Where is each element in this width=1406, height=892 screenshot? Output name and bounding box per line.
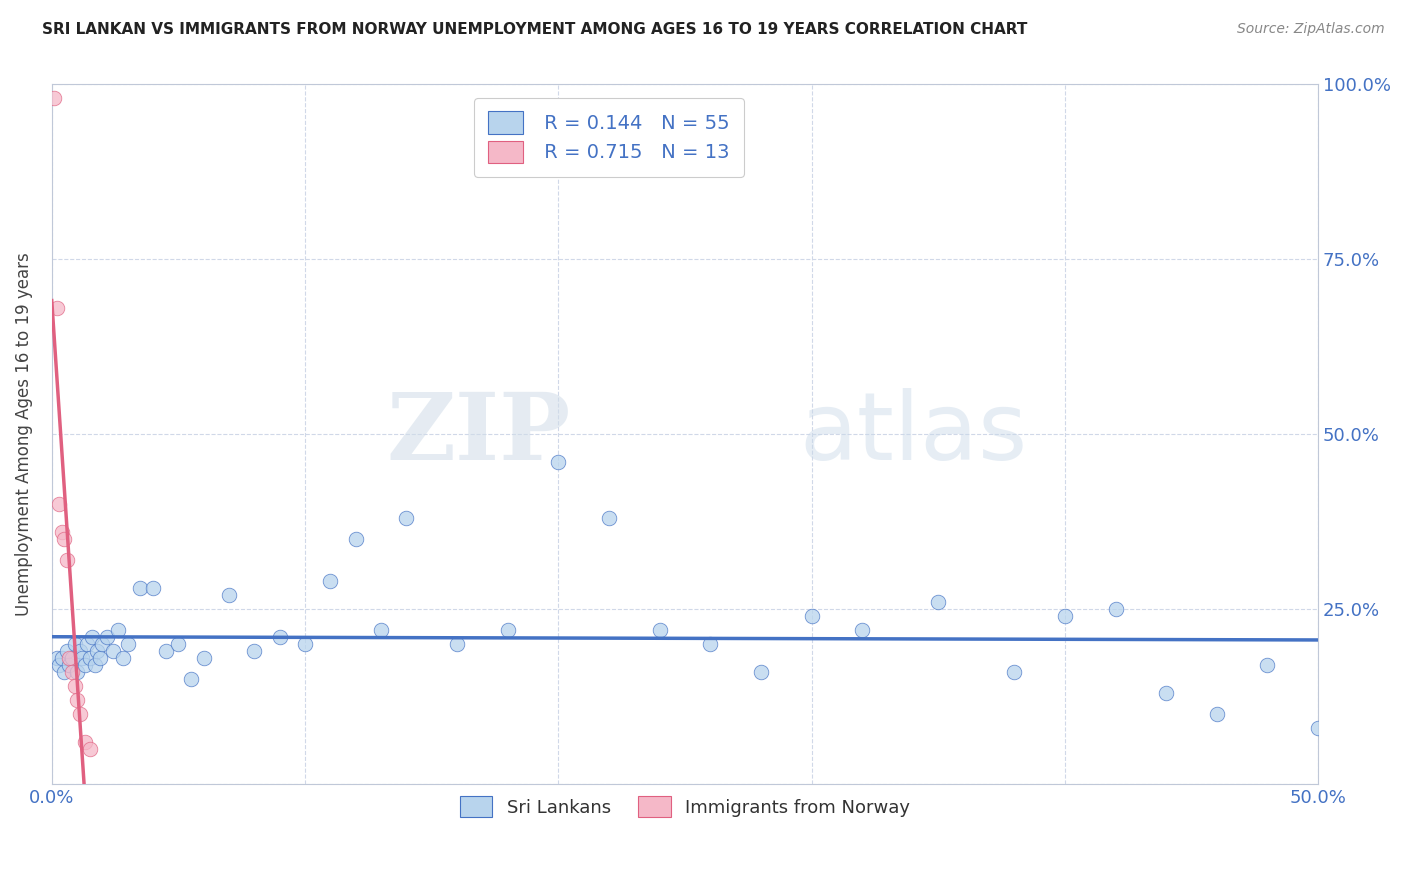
- Point: [243, 644, 266, 658]
- Point: [180, 673, 202, 687]
- Point: [155, 644, 177, 658]
- Point: [446, 637, 468, 651]
- Point: [82, 631, 104, 645]
- Point: [70, 651, 93, 665]
- Point: [142, 582, 165, 596]
- Point: [319, 574, 342, 589]
- Point: [927, 595, 949, 609]
- Point: [1104, 602, 1126, 616]
- Point: [44, 91, 66, 105]
- Point: [749, 665, 772, 680]
- Point: [53, 665, 76, 680]
- Point: [45, 651, 67, 665]
- Point: [45, 301, 67, 316]
- Legend: Sri Lankans, Immigrants from Norway: Sri Lankans, Immigrants from Norway: [453, 789, 917, 824]
- Point: [73, 735, 96, 749]
- Point: [69, 707, 91, 722]
- Point: [91, 637, 114, 651]
- Point: [598, 511, 620, 525]
- Point: [699, 637, 721, 651]
- Point: [547, 455, 569, 469]
- Point: [89, 651, 111, 665]
- Point: [48, 658, 70, 673]
- Point: [51, 525, 73, 540]
- Point: [53, 533, 76, 547]
- Point: [1002, 665, 1025, 680]
- Point: [60, 665, 83, 680]
- Point: [48, 498, 70, 512]
- Y-axis label: Unemployment Among Ages 16 to 19 years: Unemployment Among Ages 16 to 19 years: [15, 252, 32, 616]
- Point: [111, 651, 134, 665]
- Point: [269, 631, 291, 645]
- Point: [69, 644, 91, 658]
- Point: [1053, 609, 1076, 624]
- Point: [851, 624, 873, 638]
- Point: [79, 651, 101, 665]
- Point: [83, 658, 105, 673]
- Point: [76, 637, 98, 651]
- Text: atlas: atlas: [799, 388, 1028, 481]
- Point: [370, 624, 392, 638]
- Point: [58, 658, 80, 673]
- Point: [1205, 707, 1227, 722]
- Point: [96, 631, 118, 645]
- Point: [218, 589, 240, 603]
- Point: [1256, 658, 1278, 673]
- Point: [395, 511, 418, 525]
- Point: [1154, 686, 1177, 700]
- Point: [107, 624, 129, 638]
- Point: [294, 637, 316, 651]
- Point: [56, 553, 79, 567]
- Point: [117, 637, 139, 651]
- Point: [193, 651, 215, 665]
- Point: [73, 658, 96, 673]
- Text: ZIP: ZIP: [387, 390, 571, 479]
- Point: [66, 665, 89, 680]
- Point: [51, 651, 73, 665]
- Point: [86, 644, 108, 658]
- Text: Source: ZipAtlas.com: Source: ZipAtlas.com: [1237, 22, 1385, 37]
- Point: [58, 651, 80, 665]
- Text: SRI LANKAN VS IMMIGRANTS FROM NORWAY UNEMPLOYMENT AMONG AGES 16 TO 19 YEARS CORR: SRI LANKAN VS IMMIGRANTS FROM NORWAY UNE…: [42, 22, 1028, 37]
- Point: [129, 582, 152, 596]
- Point: [344, 533, 367, 547]
- Point: [63, 680, 86, 694]
- Point: [79, 742, 101, 756]
- Point: [648, 624, 671, 638]
- Point: [56, 644, 79, 658]
- Point: [167, 637, 190, 651]
- Point: [66, 693, 89, 707]
- Point: [1308, 722, 1330, 736]
- Point: [800, 609, 823, 624]
- Point: [101, 644, 124, 658]
- Point: [496, 624, 519, 638]
- Point: [63, 637, 86, 651]
- Point: [60, 651, 83, 665]
